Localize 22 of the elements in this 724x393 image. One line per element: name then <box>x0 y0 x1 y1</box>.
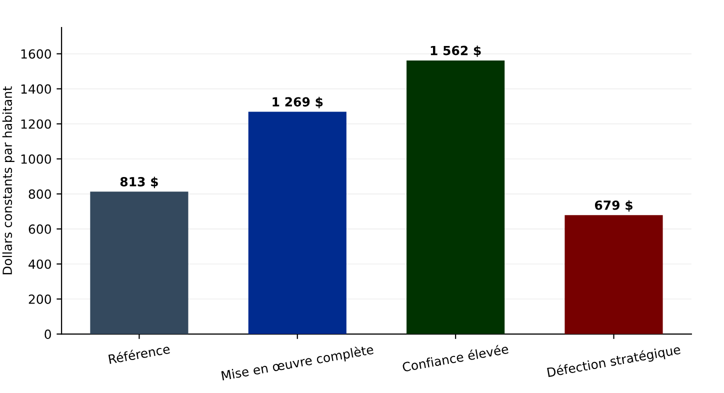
data-label: 679 $ <box>594 200 632 212</box>
y-tick-label: 200 <box>28 294 51 304</box>
bar <box>90 192 188 334</box>
y-tick-label: 0 <box>44 330 51 339</box>
y-tick-label: 600 <box>28 224 51 234</box>
bar <box>248 112 346 334</box>
data-label: 1 562 $ <box>430 46 481 57</box>
bar <box>406 60 505 334</box>
bar <box>564 215 663 334</box>
y-tick-label: 1000 <box>21 154 51 164</box>
x-tick-label: Défection stratégique <box>546 344 682 380</box>
y-axis-title: Dollars constants par habitant <box>2 86 14 274</box>
x-tick-label: Mise en œuvre complète <box>221 344 374 383</box>
y-tick-label: 1400 <box>21 84 51 94</box>
data-label: 1 269 $ <box>272 96 323 108</box>
x-tick-label: Confiance élevée <box>402 343 509 372</box>
y-tick-label: 800 <box>28 189 51 199</box>
y-tick-label: 1600 <box>21 49 51 59</box>
data-label: 813 $ <box>120 176 158 188</box>
y-tick-label: 400 <box>28 259 51 269</box>
y-tick-label: 1200 <box>21 119 51 129</box>
x-tick-label: Référence <box>108 343 170 364</box>
